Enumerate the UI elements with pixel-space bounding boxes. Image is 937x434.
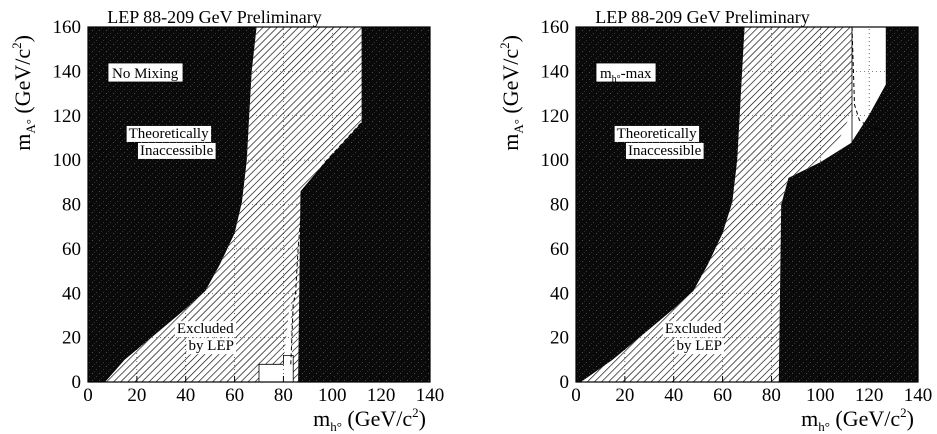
x-tick-label: 40 bbox=[664, 385, 683, 406]
y-tick-label: 20 bbox=[550, 328, 569, 349]
y-tick-label: 120 bbox=[53, 106, 82, 127]
annotation-bg bbox=[625, 142, 704, 159]
annotation-line: by LEP bbox=[189, 338, 234, 354]
x-tick-label: 60 bbox=[225, 385, 244, 406]
x-tick-label: 80 bbox=[762, 385, 781, 406]
chart-title: LEP 88-209 GeV Preliminary bbox=[107, 7, 321, 27]
y-tick-label: 40 bbox=[550, 283, 569, 304]
expected-limit-curve bbox=[290, 122, 362, 365]
annotation-line: Theoretically bbox=[617, 126, 697, 142]
x-tick-label: 20 bbox=[127, 385, 146, 406]
annotation-line: Inaccessible bbox=[140, 143, 214, 159]
annotation-line: Inaccessible bbox=[628, 143, 702, 159]
annotation-line: Theoretically bbox=[129, 126, 209, 142]
annotation-line: Excluded bbox=[177, 321, 234, 337]
chart-title: LEP 88-209 GeV Preliminary bbox=[595, 7, 809, 27]
inaccessible-region-right bbox=[298, 27, 430, 382]
annotation-line: by LEP bbox=[677, 338, 722, 354]
y-tick-label: 100 bbox=[541, 150, 570, 171]
x-tick-label: 20 bbox=[615, 385, 634, 406]
x-tick-label: 100 bbox=[806, 385, 835, 406]
x-axis-label: mh° (GeV/c2) bbox=[313, 405, 426, 434]
y-axis-label: mA° (GeV/c2) bbox=[9, 35, 38, 151]
annotation-bg bbox=[614, 125, 700, 142]
x-tick-label: 140 bbox=[416, 385, 445, 406]
x-tick-label: 140 bbox=[904, 385, 933, 406]
annotation-bg bbox=[662, 321, 725, 338]
x-tick-label: 40 bbox=[176, 385, 195, 406]
chart-panel-1: 0 20 40 60 80 100 120 140 0 20 40 60 80 100 120 140 160 L… bbox=[9, 7, 444, 434]
y-tick-label: 80 bbox=[550, 195, 569, 216]
y-tick-label: 140 bbox=[53, 61, 82, 82]
y-tick-label: 140 bbox=[541, 61, 570, 82]
annotation-bg bbox=[186, 338, 236, 355]
x-tick-label: 0 bbox=[83, 385, 93, 406]
y-tick-label: 160 bbox=[53, 17, 82, 38]
chart-panel-2: 0 20 40 60 80 100 120 140 0 20 40 60 80 100 120 140 160 L… bbox=[497, 7, 932, 434]
y-tick-label: 40 bbox=[62, 283, 81, 304]
annotation-line: Excluded bbox=[665, 321, 722, 337]
annotation-bg bbox=[174, 321, 237, 338]
annotation-bg bbox=[674, 338, 724, 355]
y-tick-label: 60 bbox=[62, 239, 81, 260]
excluded-region bbox=[105, 27, 362, 382]
expected-limit-curve bbox=[851, 26, 887, 132]
x-tick-label: 100 bbox=[318, 385, 347, 406]
inaccessible-region-left bbox=[88, 27, 257, 382]
y-tick-label: 0 bbox=[72, 372, 82, 393]
x-axis-label: mh° (GeV/c2) bbox=[801, 405, 914, 434]
y-tick-label: 0 bbox=[560, 372, 570, 393]
scenario-label-text: No Mixing bbox=[112, 66, 179, 82]
y-tick-label: 160 bbox=[541, 17, 570, 38]
scenario-label: No Mixing bbox=[107, 62, 184, 83]
y-axis-label: mA° (GeV/c2) bbox=[497, 35, 526, 151]
y-tick-label: 20 bbox=[62, 328, 81, 349]
y-tick-label: 100 bbox=[53, 150, 82, 171]
x-tick-label: 120 bbox=[855, 385, 884, 406]
scenario-label: mh°-max bbox=[595, 62, 657, 85]
scenario-label-box bbox=[107, 62, 184, 83]
annotation-bg bbox=[126, 125, 212, 142]
inaccessible-region-right bbox=[778, 27, 918, 382]
annotation-bg bbox=[137, 142, 216, 159]
x-tick-label: 0 bbox=[571, 385, 581, 406]
inaccessible-region-left bbox=[576, 27, 745, 382]
scenario-label-box bbox=[595, 62, 657, 83]
x-tick-label: 120 bbox=[367, 385, 396, 406]
scenario-label-text: mh°-max bbox=[600, 66, 652, 85]
y-tick-label: 80 bbox=[62, 195, 81, 216]
y-tick-label: 120 bbox=[541, 106, 570, 127]
x-tick-label: 60 bbox=[713, 385, 732, 406]
x-tick-label: 80 bbox=[274, 385, 293, 406]
y-tick-label: 60 bbox=[550, 239, 569, 260]
